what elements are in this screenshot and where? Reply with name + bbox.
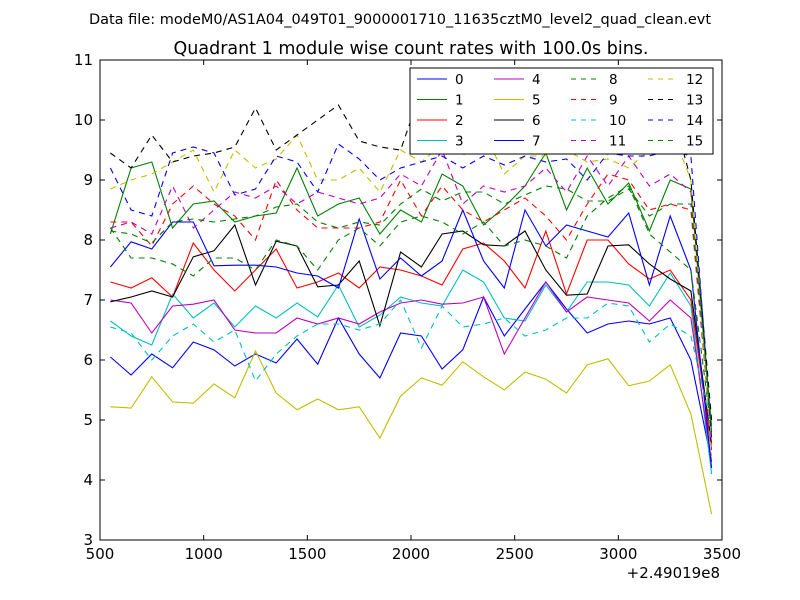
y-tick-label: 8: [83, 231, 93, 249]
y-tick-label: 7: [83, 291, 93, 309]
series-line-3: [110, 269, 713, 475]
series-line-1: [109, 151, 713, 433]
series-line-5: [110, 349, 713, 515]
legend-label-12: 12: [686, 72, 703, 88]
x-tick-label: 500: [86, 545, 115, 563]
x-tick-label: 3500: [703, 545, 741, 563]
legend-label-5: 5: [532, 93, 541, 109]
x-tick-label: 3000: [599, 545, 637, 563]
legend-label-10: 10: [609, 113, 626, 129]
legend-label-3: 3: [455, 134, 464, 150]
series-line-7: [109, 208, 713, 469]
series-line-4: [110, 280, 713, 463]
legend-label-1: 1: [455, 93, 464, 109]
y-tick-label: 9: [83, 171, 93, 189]
legend-label-13: 13: [686, 93, 703, 109]
series-line-6: [110, 223, 713, 445]
legend-label-7: 7: [532, 134, 541, 150]
series-line-0: [110, 281, 713, 463]
legend-box: [409, 67, 714, 155]
x-tick-label: 2500: [496, 545, 534, 563]
series-line-2: [110, 229, 713, 451]
legend-label-0: 0: [455, 72, 464, 88]
series-line-15: [110, 185, 713, 427]
series-line-12: [110, 124, 713, 457]
series-line-10: [110, 298, 713, 427]
y-tick-label: 5: [83, 411, 93, 429]
x-tick-label: 2000: [392, 545, 430, 563]
y-tick-label: 11: [74, 51, 93, 69]
legend-label-14: 14: [686, 113, 703, 129]
series-line-14: [109, 143, 713, 439]
y-tick-label: 6: [83, 351, 93, 369]
series-line-9: [110, 173, 713, 445]
chart-title: Quadrant 1 module wise count rates with …: [174, 39, 649, 59]
series-line-11: [110, 148, 713, 451]
legend-label-6: 6: [532, 113, 541, 129]
legend-label-2: 2: [455, 113, 464, 129]
y-tick-label: 10: [74, 111, 93, 129]
legend-label-11: 11: [609, 134, 626, 150]
legend-label-9: 9: [609, 93, 618, 109]
plot-series-group: [109, 89, 713, 515]
y-tick-label: 3: [83, 531, 93, 549]
x-tick-label: 1500: [288, 545, 326, 563]
series-line-8: [109, 185, 713, 433]
legend-label-8: 8: [609, 72, 618, 88]
legend-label-4: 4: [532, 72, 541, 88]
legend-label-15: 15: [686, 134, 703, 150]
x-tick-label: 1000: [185, 545, 223, 563]
y-tick-label: 4: [83, 471, 93, 489]
data-file-label: Data file: modeM0/AS1A04_049T01_90000017…: [89, 12, 711, 28]
x-offset-label: +2.49019e8: [627, 564, 720, 582]
